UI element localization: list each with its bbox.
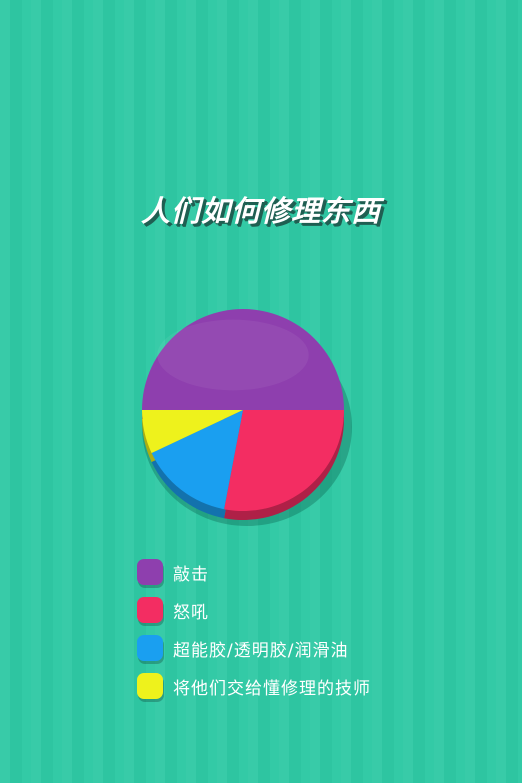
legend-label: 敲击: [173, 564, 209, 585]
legend-item: 将他们交给懂修理的技师: [137, 667, 371, 705]
legend-swatch: [137, 559, 163, 585]
chart-title: 人们如何修理东西: [140, 194, 381, 228]
legend-swatch: [137, 673, 163, 699]
legend-swatch: [137, 635, 163, 661]
pie-highlight: [157, 319, 309, 391]
legend-item: 怒吼: [137, 591, 371, 629]
legend-swatch: [137, 597, 163, 623]
legend: 敲击 怒吼 超能胶/透明胶/润滑油 将他们交给懂修理的技师: [137, 553, 371, 705]
legend-label: 怒吼: [173, 602, 209, 623]
pie-slice: [142, 410, 243, 454]
pie-slice: [142, 309, 344, 410]
legend-label: 将他们交给懂修理的技师: [173, 678, 371, 699]
legend-item: 超能胶/透明胶/润滑油: [137, 629, 371, 667]
legend-item: 敲击: [137, 553, 371, 591]
pie-slice: [224, 410, 344, 512]
legend-label: 超能胶/透明胶/润滑油: [173, 640, 349, 661]
pie-slice: [151, 410, 243, 510]
